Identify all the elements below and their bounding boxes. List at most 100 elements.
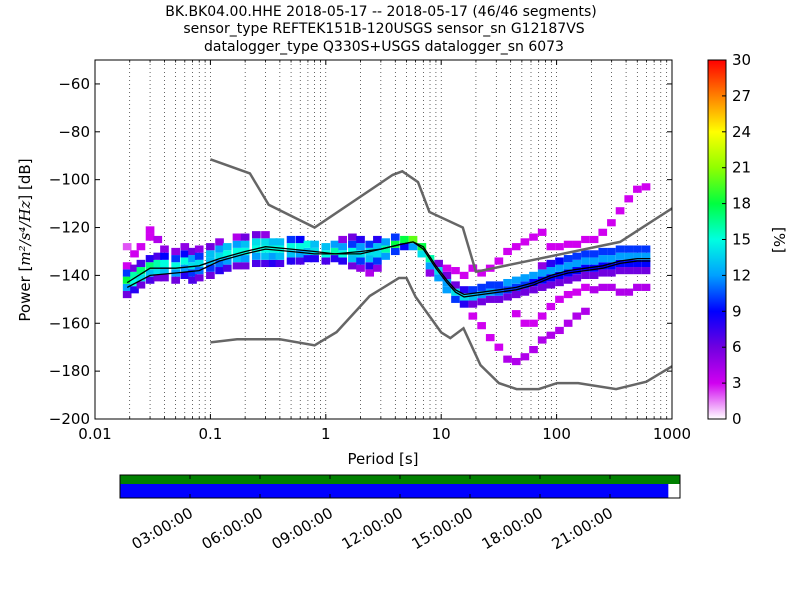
density-bin — [180, 243, 190, 251]
density-bin — [373, 250, 382, 258]
density-bin — [310, 240, 319, 248]
density-bin — [171, 247, 180, 256]
y-axis-label-prefix: Power [ — [16, 266, 34, 322]
density-bin — [130, 250, 139, 258]
timeline-coverage-bar — [120, 484, 669, 498]
x-tick-label: 1 — [321, 425, 331, 443]
density-bin — [338, 243, 347, 251]
colorbar-tick-label: 12 — [732, 266, 751, 284]
density-bin — [240, 240, 250, 248]
density-bin — [390, 240, 400, 248]
density-bin — [188, 255, 197, 263]
density-bin — [145, 276, 155, 284]
density-bin — [442, 271, 452, 279]
density-bin — [598, 283, 608, 291]
density-bin — [459, 286, 469, 294]
x-tick-label: 100 — [542, 425, 571, 443]
y-tick-label: −100 — [49, 171, 90, 189]
density-bin — [468, 264, 478, 272]
y-tick-label: −120 — [49, 219, 90, 237]
title-line-3: datalogger_type Q330S+USGS datalogger_sn… — [204, 39, 564, 55]
density-bin — [145, 233, 155, 241]
density-bin — [607, 255, 616, 263]
density-bin — [338, 257, 347, 265]
density-bin — [180, 264, 190, 272]
density-bin — [563, 319, 573, 327]
density-bin — [417, 250, 427, 258]
density-bin — [633, 259, 642, 268]
density-bin — [589, 235, 599, 244]
density-bin — [615, 288, 625, 296]
timeline-data-available-bar — [120, 475, 680, 484]
density-bin — [365, 262, 375, 270]
density-bin — [194, 252, 204, 260]
density-bin — [511, 310, 521, 318]
density-bin — [268, 245, 278, 253]
density-bin — [537, 312, 547, 320]
density-bin — [477, 283, 486, 291]
density-bin — [268, 238, 278, 246]
density-bin — [485, 334, 495, 342]
density-bin — [624, 195, 634, 203]
x-axis-label: Period [s] — [347, 450, 418, 468]
density-bin — [136, 267, 146, 275]
density-bin — [581, 307, 590, 315]
density-bin — [206, 271, 215, 279]
density-bin — [153, 235, 163, 244]
density-bin — [390, 247, 400, 256]
density-bin — [451, 281, 460, 289]
colorbar-tick-label: 0 — [732, 410, 742, 428]
density-bin — [136, 259, 146, 268]
density-bin — [511, 276, 521, 284]
density-bin — [434, 274, 443, 282]
density-bin — [261, 238, 270, 246]
density-bin — [261, 259, 270, 268]
density-bin — [171, 276, 180, 284]
density-bin — [240, 255, 250, 263]
colorbar-tick-label: 18 — [732, 195, 751, 213]
density-bin — [633, 252, 642, 260]
density-bin — [503, 247, 512, 256]
density-bin — [261, 252, 270, 260]
density-bin — [330, 240, 340, 248]
density-bin — [215, 252, 224, 260]
density-bin — [641, 267, 651, 275]
density-bin — [529, 271, 538, 279]
density-bin — [581, 283, 590, 291]
timeline-tick-label: 15:00:00 — [409, 504, 476, 553]
density-bin — [145, 262, 155, 270]
density-bin — [232, 247, 242, 256]
density-bin — [251, 259, 261, 268]
density-bin — [321, 243, 331, 251]
density-bin — [607, 219, 616, 227]
density-bin — [295, 235, 305, 244]
density-bin — [153, 267, 163, 275]
density-bin — [373, 235, 382, 244]
density-bin — [607, 247, 616, 256]
density-bin — [425, 269, 435, 277]
density-bin — [511, 357, 521, 366]
density-bin — [529, 286, 538, 294]
density-bin — [153, 252, 163, 260]
density-bin — [232, 233, 242, 241]
density-bin — [537, 283, 547, 291]
x-tick-label: 1000 — [653, 425, 691, 443]
density-bin — [589, 286, 599, 294]
density-bin — [468, 286, 478, 294]
density-bin — [459, 300, 469, 308]
density-bin — [555, 243, 564, 251]
density-bin — [494, 343, 504, 351]
density-bin — [520, 274, 530, 282]
density-bin — [160, 259, 169, 268]
density-bin — [572, 288, 582, 296]
density-bin — [485, 288, 495, 296]
density-bin — [607, 283, 616, 291]
mode-curve — [126, 241, 651, 298]
density-bin — [232, 240, 242, 248]
density-bin — [529, 346, 538, 354]
density-bin — [240, 262, 250, 270]
density-bin — [581, 271, 590, 279]
density-bin — [546, 302, 556, 311]
density-bin — [160, 267, 169, 275]
data-availability-timeline: 03:00:00 06:00:00 09:00:00 12:00:00 15:00:00… — [119, 474, 681, 553]
